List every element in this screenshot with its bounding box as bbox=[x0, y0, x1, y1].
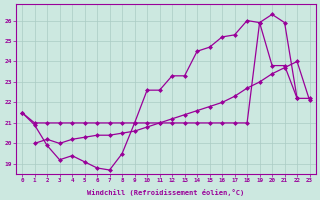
X-axis label: Windchill (Refroidissement éolien,°C): Windchill (Refroidissement éolien,°C) bbox=[87, 189, 244, 196]
